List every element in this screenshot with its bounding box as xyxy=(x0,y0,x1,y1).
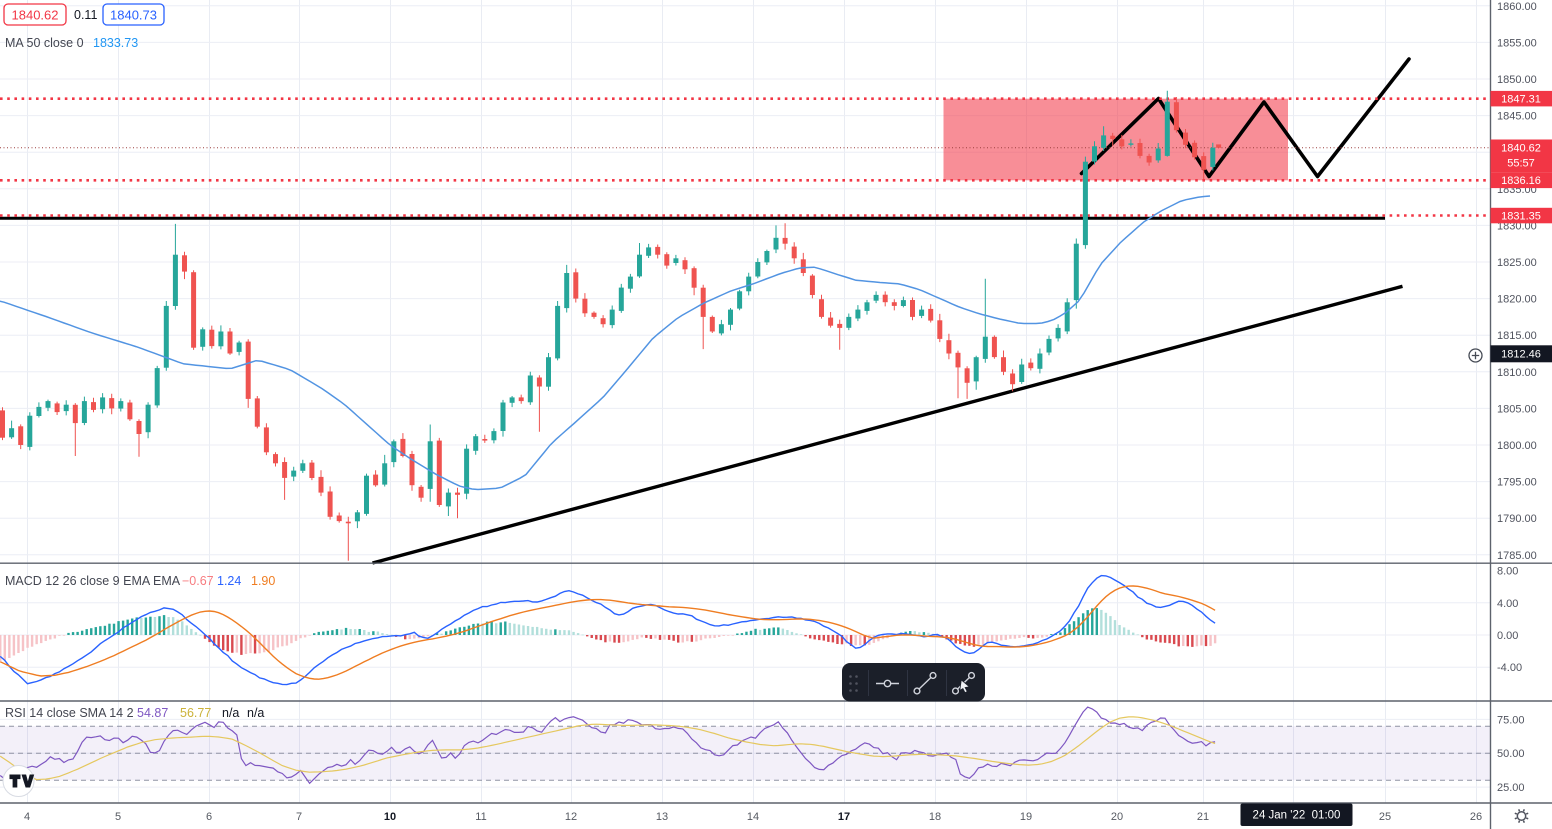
svg-text:24 Jan '22 01:00: 24 Jan '22 01:00 xyxy=(1253,810,1341,822)
svg-text:1810.00: 1810.00 xyxy=(1497,367,1537,379)
svg-text:54.87: 54.87 xyxy=(137,706,168,720)
svg-text:1820.00: 1820.00 xyxy=(1497,294,1537,306)
svg-text:6: 6 xyxy=(206,811,212,823)
svg-text:13: 13 xyxy=(656,811,668,823)
svg-text:1836.16: 1836.16 xyxy=(1501,175,1541,187)
svg-text:18: 18 xyxy=(929,811,941,823)
svg-text:0.00: 0.00 xyxy=(1497,630,1518,642)
svg-text:20: 20 xyxy=(1111,811,1123,823)
svg-text:1815.00: 1815.00 xyxy=(1497,330,1537,342)
svg-text:0.11: 0.11 xyxy=(74,8,97,22)
svg-text:n/a: n/a xyxy=(247,706,264,720)
svg-text:10: 10 xyxy=(384,811,396,823)
svg-text:1833.73: 1833.73 xyxy=(93,36,138,50)
svg-text:11: 11 xyxy=(475,811,486,823)
svg-text:1850.00: 1850.00 xyxy=(1497,74,1537,86)
svg-text:RSI 14 close SMA 14 2: RSI 14 close SMA 14 2 xyxy=(5,706,134,720)
svg-text:MACD 12 26 close 9 EMA EMA: MACD 12 26 close 9 EMA EMA xyxy=(5,574,181,588)
svg-text:19: 19 xyxy=(1020,811,1032,823)
svg-text:7: 7 xyxy=(296,811,302,823)
svg-text:1800.00: 1800.00 xyxy=(1497,440,1537,452)
svg-text:1.90: 1.90 xyxy=(251,574,275,588)
svg-text:1812.46: 1812.46 xyxy=(1501,349,1541,361)
svg-text:1.24: 1.24 xyxy=(217,574,241,588)
svg-text:1840.62: 1840.62 xyxy=(1501,143,1541,155)
svg-text:17: 17 xyxy=(838,811,850,823)
svg-text:4.00: 4.00 xyxy=(1497,598,1518,610)
svg-text:MA 50 close 0: MA 50 close 0 xyxy=(5,36,84,50)
svg-text:56.77: 56.77 xyxy=(180,706,211,720)
svg-text:1830.00: 1830.00 xyxy=(1497,220,1537,232)
svg-text:1831.35: 1831.35 xyxy=(1501,210,1541,222)
svg-text:8.00: 8.00 xyxy=(1497,566,1518,578)
svg-text:25.00: 25.00 xyxy=(1497,782,1525,794)
svg-text:1845.00: 1845.00 xyxy=(1497,111,1537,123)
svg-text:1795.00: 1795.00 xyxy=(1497,477,1537,489)
svg-text:1790.00: 1790.00 xyxy=(1497,513,1537,525)
svg-text:26: 26 xyxy=(1470,811,1482,823)
svg-text:50.00: 50.00 xyxy=(1497,748,1525,760)
svg-text:n/a: n/a xyxy=(222,706,239,720)
svg-text:55:57: 55:57 xyxy=(1507,158,1535,170)
svg-text:1855.00: 1855.00 xyxy=(1497,37,1537,49)
svg-text:75.00: 75.00 xyxy=(1497,714,1525,726)
svg-text:1860.00: 1860.00 xyxy=(1497,1,1537,13)
svg-text:21: 21 xyxy=(1197,811,1209,823)
svg-text:1847.31: 1847.31 xyxy=(1501,94,1541,106)
svg-text:1840.62: 1840.62 xyxy=(12,8,59,23)
svg-text:1840.73: 1840.73 xyxy=(110,8,157,23)
svg-text:5: 5 xyxy=(115,811,121,823)
svg-text:4: 4 xyxy=(24,811,30,823)
svg-text:1805.00: 1805.00 xyxy=(1497,403,1537,415)
svg-text:12: 12 xyxy=(565,811,577,823)
svg-text:1785.00: 1785.00 xyxy=(1497,550,1537,562)
svg-text:-4.00: -4.00 xyxy=(1497,662,1522,674)
svg-text:25: 25 xyxy=(1379,811,1391,823)
svg-text:−0.67: −0.67 xyxy=(182,574,214,588)
svg-text:1825.00: 1825.00 xyxy=(1497,257,1537,269)
svg-text:14: 14 xyxy=(747,811,759,823)
